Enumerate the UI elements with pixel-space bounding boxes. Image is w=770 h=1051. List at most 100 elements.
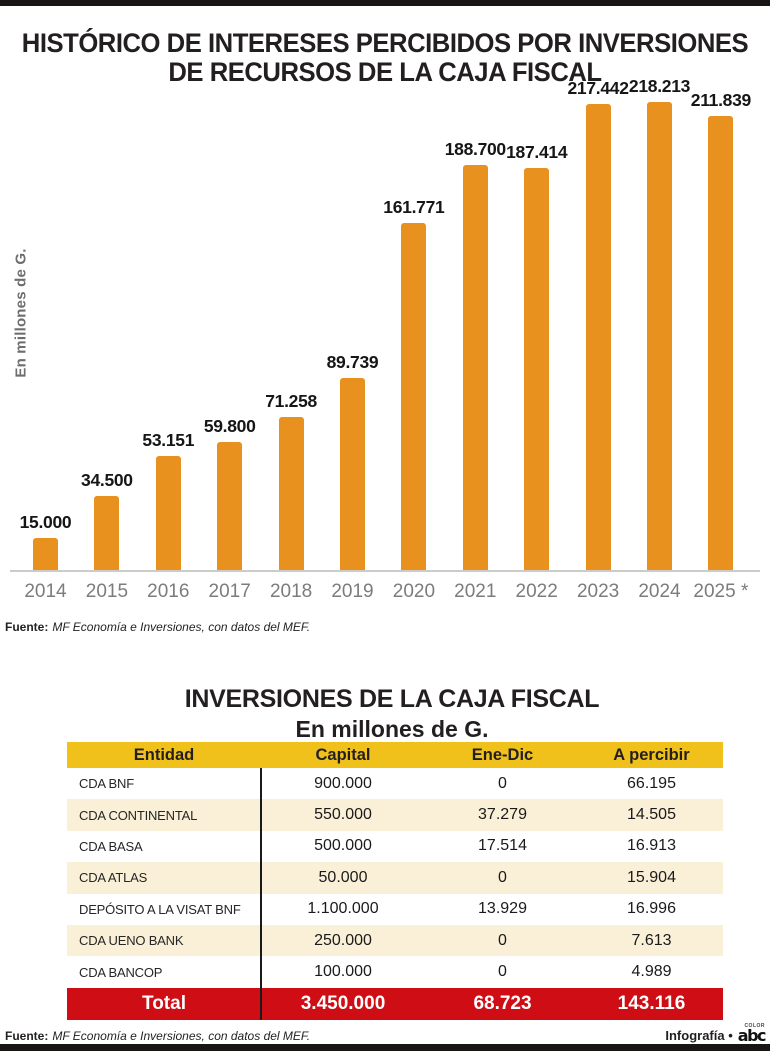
x-axis-line <box>10 570 760 572</box>
x-tick-label: 2023 <box>576 581 620 602</box>
bar-value-label: 53.151 <box>142 430 195 450</box>
page-title: HISTÓRICO DE INTERESES PERCIBIDOS POR IN… <box>19 29 751 87</box>
value-cell: 0 <box>498 774 507 792</box>
value-cell: 13.929 <box>478 900 527 918</box>
table-row: CDA UENO BANK 250.000 0 7.613 <box>67 924 723 957</box>
value-cell: 66.195 <box>627 774 676 792</box>
value-cell: 550.000 <box>314 806 372 824</box>
table-row: DEPÓSITO A LA VISAT BNF 1.100.000 13.929 16… <box>67 893 723 925</box>
x-tick-label: 2017 <box>208 581 251 602</box>
entity-cell: CDA BANCOP <box>79 964 163 980</box>
bar-value-label: 187.414 <box>506 142 568 162</box>
bar-value-label: 218.213 <box>628 76 691 96</box>
entity-cell: CDA BASA <box>79 838 143 854</box>
x-tick-label: 2018 <box>269 581 313 602</box>
column-header-a-percibir: A percibir <box>613 745 690 764</box>
table-row: CDA ATLAS 50.000 0 15.904 <box>67 862 723 894</box>
bar-value-label: 89.739 <box>326 352 379 372</box>
column-header-ene-dic: Ene-Dic <box>471 745 534 764</box>
table-row: CDA BNF 900.000 0 66.195 <box>67 768 723 800</box>
x-tick-label: 2024 <box>638 581 681 602</box>
credit-label: Infografía • <box>665 1028 733 1043</box>
bar-2025 <box>708 116 734 570</box>
value-cell: 50.000 <box>318 868 368 886</box>
bar-2023 <box>585 104 611 570</box>
column-header-capital: Capital <box>315 745 371 764</box>
table-title: INVERSIONES DE LA CAJA FISCAL <box>184 684 600 713</box>
bar-chart: 15.000 34.500 53.151 59.800 71.258 89.739 161.… <box>0 76 770 570</box>
table-row: CDA BASA 500.000 17.514 16.913 <box>67 830 723 863</box>
bar-value-label: 217.442 <box>567 78 629 98</box>
value-cell: 250.000 <box>314 931 372 949</box>
footer-source: Fuente: MF Economía e Inversiones, con da… <box>5 1029 310 1043</box>
credit-line: Infografía • Color abc <box>665 1023 767 1045</box>
column-divider-line <box>260 768 262 1020</box>
column-header-entidad: Entidad <box>133 745 195 764</box>
bar-2022 <box>524 168 550 570</box>
x-tick-label: 2014 <box>24 581 67 602</box>
chart-source: Fuente: MF Economía e Inversiones, con da… <box>5 620 310 634</box>
table-subtitle: En millones de G. <box>295 716 489 742</box>
footer-source-label: Fuente: <box>5 1029 49 1043</box>
bar-2015 <box>94 496 120 570</box>
bar-value-label: 188.700 <box>444 139 506 159</box>
x-tick-label: 2019 <box>331 581 374 602</box>
bar-value-label: 161.771 <box>383 197 445 217</box>
x-axis-labels: 2014 2015 2016 2017 2018 2019 2020 2021 2022 2023… <box>0 581 770 605</box>
bar-2018 <box>278 417 304 570</box>
page-title-line2: DE RECURSOS DE LA CAJA FISCAL <box>168 57 602 88</box>
x-tick-label: 2020 <box>392 581 436 602</box>
total-value-cell: 143.116 <box>617 992 686 1014</box>
bar-2024 <box>647 102 672 570</box>
value-cell: 7.613 <box>631 931 672 949</box>
entity-cell: CDA UENO BANK <box>79 933 184 949</box>
value-cell: 37.279 <box>478 806 527 824</box>
value-cell: 4.989 <box>631 963 672 981</box>
bar-2019 <box>340 378 365 570</box>
value-cell: 0 <box>498 963 507 981</box>
table-row: CDA CONTINENTAL 550.000 37.279 14.505 <box>67 799 723 831</box>
bar-value-label: 59.800 <box>203 416 256 436</box>
value-cell: 0 <box>498 868 507 886</box>
value-cell: 0 <box>498 931 507 949</box>
total-value-cell: 68.723 <box>473 992 532 1014</box>
chart-source-text: MF Economía e Inversiones, con datos del… <box>52 620 311 634</box>
table-body: CDA BNF 900.000 0 66.195 CDA CONTINENTAL 550.… <box>67 768 723 988</box>
investments-table: Entidad Capital Ene-Dic A percibir CDA BNF 9… <box>67 742 723 1020</box>
bar-value-label: 15.000 <box>19 512 72 532</box>
entity-cell: CDA CONTINENTAL <box>79 807 198 823</box>
bar-2014 <box>33 538 58 570</box>
total-value-cell: 3.450.000 <box>300 992 386 1014</box>
x-tick-label: 2025 * <box>693 581 749 602</box>
abc-logo-text: abc <box>737 1026 767 1045</box>
bar-value-label: 71.258 <box>265 391 317 411</box>
x-tick-label: 2022 <box>515 581 558 602</box>
bar-2021 <box>462 165 488 570</box>
table-header-row: Entidad Capital Ene-Dic A percibir <box>67 742 723 768</box>
x-tick-label: 2015 <box>85 581 129 602</box>
abc-color-logo: Color abc <box>737 1023 767 1045</box>
value-cell: 17.514 <box>478 837 527 855</box>
value-cell: 14.505 <box>627 806 676 824</box>
entity-cell: DEPÓSITO A LA VISAT BNF <box>79 901 241 917</box>
chart-source-label: Fuente: <box>5 620 49 634</box>
x-tick-label: 2021 <box>454 581 497 602</box>
total-label-cell: Total <box>142 992 186 1014</box>
value-cell: 500.000 <box>314 837 372 855</box>
value-cell: 16.913 <box>627 837 676 855</box>
x-tick-label: 2016 <box>147 581 190 602</box>
value-cell: 900.000 <box>314 774 372 792</box>
bar-2017 <box>217 442 243 570</box>
table-total-row: Total 3.450.000 68.723 143.116 <box>67 987 723 1020</box>
footer: Fuente: MF Economía e Inversiones, con da… <box>5 1023 767 1045</box>
top-border-bar <box>0 0 770 6</box>
abc-logo-top-text: Color <box>744 1023 765 1029</box>
bottom-border-bar <box>0 1044 770 1051</box>
value-cell: 100.000 <box>314 963 372 981</box>
bar-value-label: 211.839 <box>690 90 752 110</box>
page-title-line1: HISTÓRICO DE INTERESES PERCIBIDOS POR IN… <box>21 28 749 59</box>
table-row: CDA BANCOP 100.000 0 4.989 <box>67 956 723 988</box>
footer-source-text: MF Economía e Inversiones, con datos del… <box>52 1029 311 1043</box>
value-cell: 16.996 <box>627 900 676 918</box>
entity-cell: CDA BNF <box>79 776 134 792</box>
